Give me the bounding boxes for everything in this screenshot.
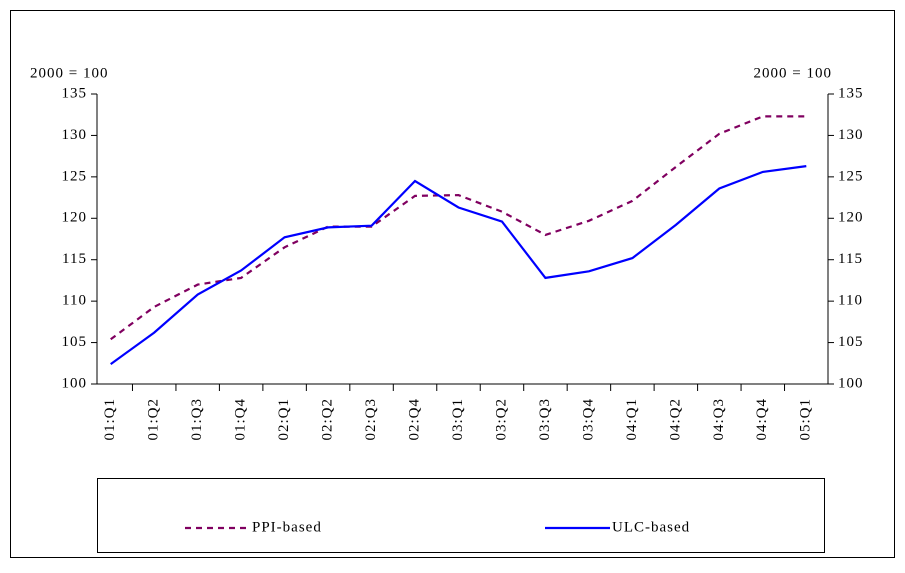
y2-tick-label: 100	[838, 375, 864, 391]
x-tick-label: 01:Q4	[233, 398, 249, 441]
x-tick-label: 05:Q1	[798, 398, 814, 441]
x-tick-label: 03:Q2	[493, 398, 509, 441]
legend-label: PPI-based	[252, 519, 322, 535]
legend-label: ULC-based	[612, 519, 690, 535]
x-tick-label: 03:Q1	[450, 398, 466, 441]
y2-tick-label: 135	[838, 85, 864, 101]
x-tick-label: 01:Q3	[189, 398, 205, 441]
x-tick-label: 01:Q1	[102, 398, 118, 441]
x-tick-label: 03:Q3	[537, 398, 553, 441]
y2-unit-label: 2000 = 100	[754, 65, 832, 81]
y2-tick-label: 110	[838, 293, 863, 309]
x-tick-label: 02:Q1	[276, 398, 292, 441]
x-tick-label: 04:Q1	[624, 398, 640, 441]
y2-tick-label: 130	[838, 127, 864, 143]
y2-tick-label: 115	[838, 251, 863, 267]
y-tick-label: 100	[62, 375, 88, 391]
x-tick-label: 02:Q4	[406, 398, 422, 441]
x-tick-label: 04:Q2	[667, 398, 683, 441]
legend	[97, 478, 825, 553]
y2-tick-label: 120	[838, 210, 864, 226]
y-unit-label: 2000 = 100	[30, 65, 108, 81]
y-tick-label: 120	[62, 210, 88, 226]
series-line	[110, 165, 807, 365]
chart-border	[10, 10, 895, 558]
y2-tick-label: 125	[838, 168, 864, 184]
series-line	[110, 115, 807, 341]
y-tick-label: 110	[62, 293, 87, 309]
x-tick-label: 04:Q3	[711, 398, 727, 441]
x-tick-label: 03:Q4	[580, 398, 596, 441]
y2-tick-label: 105	[838, 334, 864, 350]
x-tick-label: 01:Q2	[146, 398, 162, 441]
y-tick-label: 105	[62, 334, 88, 350]
y-tick-label: 130	[62, 127, 88, 143]
x-tick-label: 02:Q2	[320, 398, 336, 441]
x-tick-label: 04:Q4	[754, 398, 770, 441]
y-tick-label: 125	[62, 168, 88, 184]
y-tick-label: 115	[62, 251, 87, 267]
y-tick-label: 135	[62, 85, 88, 101]
x-tick-label: 02:Q3	[363, 398, 379, 441]
